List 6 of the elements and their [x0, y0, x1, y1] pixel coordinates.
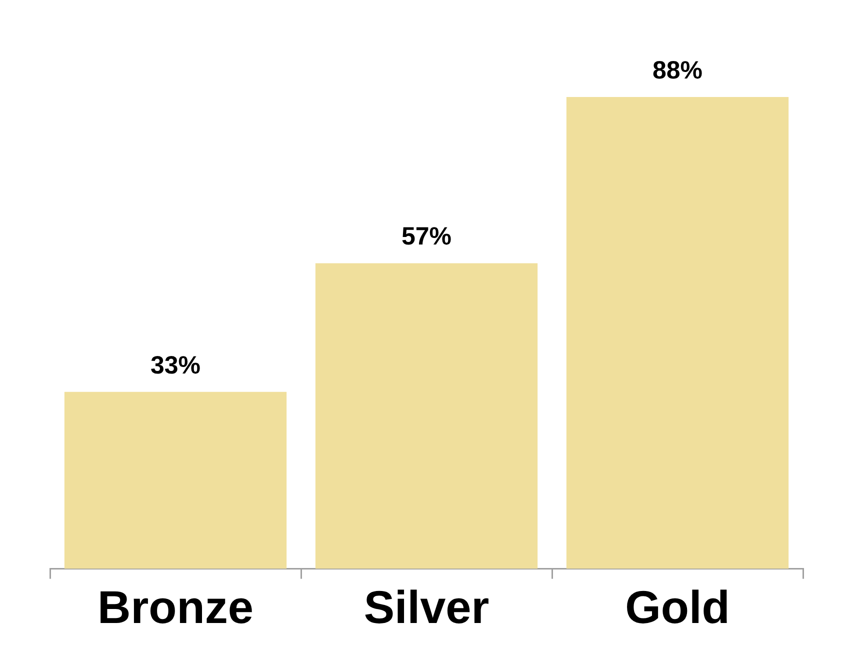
data-label: 33% — [150, 351, 201, 380]
x-tick-label: Bronze — [98, 581, 254, 634]
x-tick-label: Silver — [364, 581, 490, 634]
data-label: 88% — [652, 56, 703, 84]
x-tick-label: Gold — [625, 581, 730, 634]
data-label: 57% — [401, 222, 452, 251]
